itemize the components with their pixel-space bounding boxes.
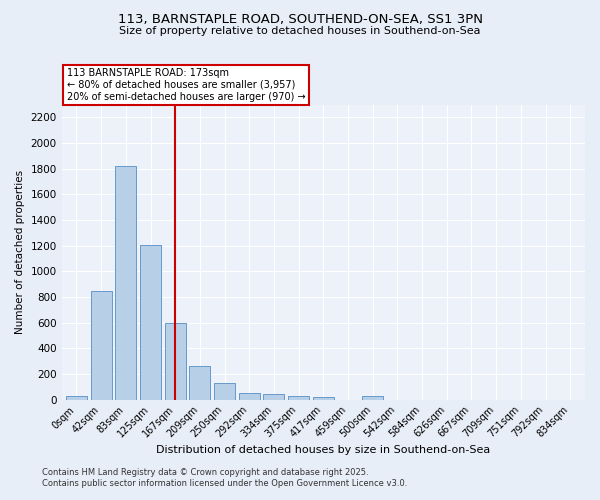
Text: 113 BARNSTAPLE ROAD: 173sqm
← 80% of detached houses are smaller (3,957)
20% of : 113 BARNSTAPLE ROAD: 173sqm ← 80% of det… xyxy=(67,68,305,102)
Bar xyxy=(362,396,383,400)
Bar xyxy=(66,396,87,400)
Bar xyxy=(263,394,284,400)
Bar xyxy=(91,291,112,400)
Text: Size of property relative to detached houses in Southend-on-Sea: Size of property relative to detached ho… xyxy=(119,26,481,36)
X-axis label: Distribution of detached houses by size in Southend-on-Sea: Distribution of detached houses by size … xyxy=(156,445,490,455)
Y-axis label: Number of detached properties: Number of detached properties xyxy=(15,170,25,334)
Bar xyxy=(140,245,161,400)
Bar xyxy=(214,383,235,400)
Bar xyxy=(313,397,334,400)
Text: Contains HM Land Registry data © Crown copyright and database right 2025.
Contai: Contains HM Land Registry data © Crown c… xyxy=(42,468,407,487)
Bar xyxy=(288,396,309,400)
Bar xyxy=(115,166,136,400)
Bar xyxy=(239,392,260,400)
Text: 113, BARNSTAPLE ROAD, SOUTHEND-ON-SEA, SS1 3PN: 113, BARNSTAPLE ROAD, SOUTHEND-ON-SEA, S… xyxy=(118,12,482,26)
Bar xyxy=(190,366,211,400)
Bar xyxy=(165,322,186,400)
